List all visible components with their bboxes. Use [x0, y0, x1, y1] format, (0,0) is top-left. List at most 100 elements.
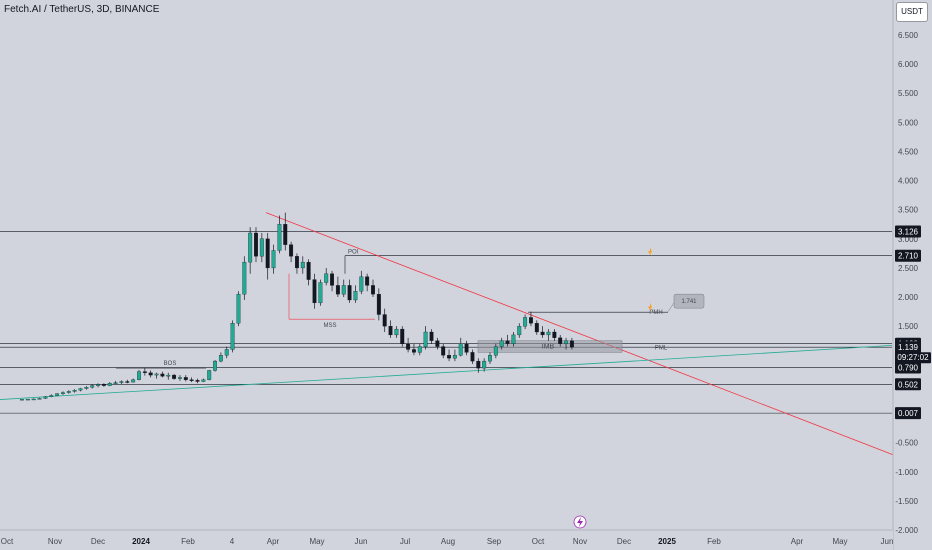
lightning-icon[interactable]: [573, 515, 587, 529]
y-axis-label: 1.500: [898, 322, 919, 331]
x-axis-label: Apr: [791, 537, 804, 546]
candle-body: [529, 317, 533, 324]
candle-body: [218, 355, 223, 362]
x-axis-label: Feb: [181, 537, 195, 546]
y-axis-label: 4.000: [898, 177, 919, 186]
y-axis-label: 2.000: [898, 293, 919, 302]
candle-body: [189, 379, 194, 381]
candle-body: [49, 395, 54, 397]
candle-body: [335, 285, 340, 295]
candle-body: [534, 323, 539, 333]
candle-body: [254, 232, 258, 257]
candle-body: [540, 331, 545, 336]
candle-body: [411, 349, 416, 353]
callout-box: [673, 293, 705, 309]
price-tag: [895, 249, 921, 262]
x-axis-label: Jun: [355, 537, 368, 546]
price-tag-text: 0.502: [898, 380, 919, 389]
candle-body: [271, 250, 276, 269]
candle-body: [505, 340, 510, 344]
candle-body: [306, 261, 311, 280]
y-axis-label: 4.500: [898, 147, 919, 156]
y-axis-label: 3.500: [898, 206, 919, 215]
candle-body: [131, 379, 136, 383]
price-tag-text: 1.139: [898, 343, 919, 352]
x-axis-label: Dec: [617, 537, 631, 546]
candle-body: [458, 343, 463, 356]
candle-body: [382, 314, 387, 327]
candle-body: [20, 399, 24, 401]
candle-body: [558, 337, 563, 344]
x-axis-label: Sep: [487, 537, 502, 546]
poi-label: POI: [348, 250, 359, 256]
fib-arrow-icon: [648, 302, 652, 312]
candle-body: [96, 384, 100, 386]
candle-body: [25, 398, 30, 401]
y-axis-label: 6.000: [898, 60, 919, 69]
candle-body: [195, 380, 200, 382]
candle-body: [84, 387, 89, 389]
candle-body: [31, 398, 36, 401]
candle-body: [441, 346, 446, 356]
candles: [20, 212, 574, 401]
candle-body: [207, 370, 212, 380]
candle-body: [125, 381, 130, 383]
candle-body: [259, 238, 264, 257]
ascending-trendline: [0, 344, 893, 400]
x-axis-label: Nov: [48, 537, 62, 546]
bos-label: BOS: [164, 361, 177, 367]
candle-body: [546, 331, 551, 336]
price-tag-text: 2.710: [898, 252, 919, 261]
x-axis-label: 4: [230, 537, 235, 546]
price-tag: [895, 378, 921, 391]
candle-body: [37, 398, 42, 400]
x-axis-label: 2024: [132, 537, 150, 546]
candle-body: [201, 379, 206, 382]
price-tags: 3.1262.7101.1991.1390.7900.5020.00709:27…: [895, 225, 931, 420]
x-axis-label: Feb: [707, 537, 721, 546]
candle-body: [511, 334, 516, 344]
candle-body: [493, 346, 498, 356]
candle-body: [552, 331, 557, 338]
y-axis-label: 6.500: [898, 31, 919, 40]
candle-body: [43, 396, 48, 399]
y-axis-label: 5.500: [898, 89, 919, 98]
candle-body: [78, 388, 83, 391]
candle-body: [61, 392, 65, 394]
trend-lines: [0, 212, 896, 456]
candle-body: [347, 285, 352, 301]
candle-body: [406, 343, 411, 350]
candle-body: [224, 349, 229, 356]
x-axis-label: Oct: [532, 537, 545, 546]
pml-label: PML: [655, 346, 668, 352]
candle-body: [447, 355, 451, 359]
candle-body: [464, 343, 469, 353]
candle-body: [365, 276, 370, 286]
price-tag-text: 0.007: [898, 409, 919, 418]
x-axis-label: Apr: [267, 537, 280, 546]
candle-body: [417, 346, 422, 353]
x-axis-label: May: [832, 537, 847, 546]
candle-body: [569, 340, 574, 348]
y-axis-label: -2.000: [895, 526, 918, 535]
candle-body: [142, 371, 147, 373]
x-axis-label: Aug: [441, 537, 455, 546]
x-axis: Oct Nov Dec 2024 Feb 4 Apr May Jun Jul Aug Sep Oct No…: [0, 529, 893, 550]
y-axis-label: 2.500: [898, 264, 919, 273]
candle-body: [330, 273, 334, 286]
callout-pointer: [667, 302, 675, 312]
x-axis-label: May: [309, 537, 324, 546]
candle-body: [248, 232, 253, 263]
candle-body: [394, 328, 399, 336]
annotations: IMB BOS MSS POI PMH 1.741 PML: [116, 247, 705, 369]
callout-text: 1.741: [681, 299, 697, 305]
currency-button[interactable]: USDT: [896, 2, 928, 22]
candle-body: [470, 352, 475, 362]
x-axis-label: Dec: [91, 537, 105, 546]
countdown-text: 09:27:02: [897, 353, 929, 362]
candle-body: [213, 360, 217, 371]
candle-body: [265, 238, 270, 269]
candle-body: [564, 340, 568, 344]
y-axis-label: -0.500: [895, 439, 918, 448]
